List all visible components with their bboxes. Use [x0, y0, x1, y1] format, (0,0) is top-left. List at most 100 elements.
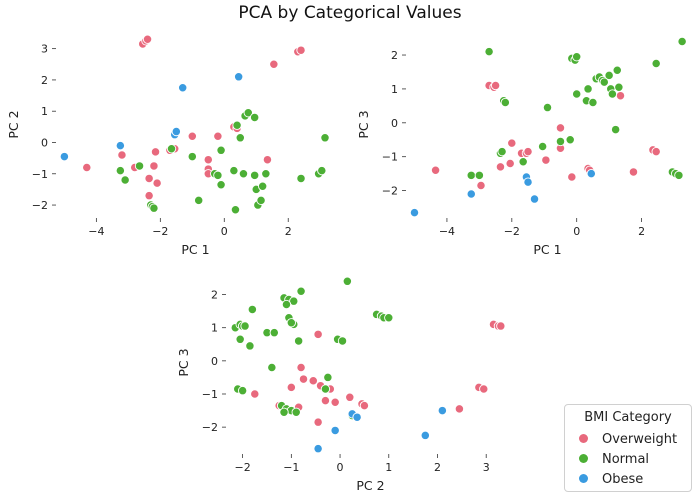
- x-tick-label: −4: [439, 225, 455, 238]
- data-point: [466, 189, 476, 199]
- data-point: [267, 362, 277, 373]
- data-point: [555, 123, 566, 133]
- data-point: [281, 299, 292, 310]
- data-point: [149, 203, 159, 213]
- data-point: [437, 405, 448, 416]
- x-tick-label: 2: [434, 461, 441, 474]
- data-point: [529, 194, 540, 204]
- data-point: [320, 384, 331, 394]
- data-point: [296, 173, 306, 184]
- data-point: [651, 146, 661, 157]
- y-tick-label: 1: [391, 83, 398, 96]
- legend-title: BMI Category: [584, 410, 672, 425]
- data-point: [323, 372, 333, 383]
- data-point: [677, 36, 687, 47]
- data-point: [258, 181, 268, 191]
- data-point: [565, 135, 575, 145]
- data-point: [120, 175, 130, 185]
- data-point: [352, 412, 362, 422]
- data-point: [308, 376, 318, 386]
- legend-marker-normal: [579, 454, 588, 463]
- x-tick-label: 0: [337, 461, 344, 474]
- data-point: [599, 77, 609, 87]
- data-point: [232, 120, 242, 130]
- x-tick-label: −4: [88, 225, 104, 238]
- y-tick-label: 2: [211, 289, 218, 302]
- panel-1: −4 −2 0 2 −2 −1 0 1 2 3 PC 1 PC 2: [6, 34, 330, 257]
- y-tick-label: 3: [41, 43, 48, 56]
- data-point: [313, 444, 323, 454]
- x-tick-label: −1: [283, 461, 299, 474]
- data-point: [454, 404, 465, 414]
- data-point: [262, 155, 273, 165]
- data-point: [359, 400, 370, 411]
- data-point: [296, 286, 306, 296]
- data-point: [213, 131, 223, 141]
- data-point: [496, 321, 506, 331]
- data-point: [178, 83, 188, 93]
- data-point: [628, 167, 639, 177]
- data-point: [479, 384, 489, 394]
- data-point: [420, 430, 430, 441]
- data-point: [238, 169, 249, 179]
- x-axis-label: PC 2: [356, 478, 384, 493]
- series-obese: [59, 72, 244, 162]
- data-point: [286, 382, 296, 393]
- data-point: [476, 180, 486, 191]
- y-tick-label: −2: [32, 199, 48, 212]
- data-point: [166, 144, 177, 154]
- data-point: [286, 318, 296, 328]
- data-point: [523, 177, 533, 187]
- data-point: [313, 417, 323, 427]
- data-point: [187, 131, 197, 141]
- data-point: [293, 336, 304, 346]
- x-tick-label: −2: [504, 225, 520, 238]
- x-axis-label: PC 1: [533, 242, 561, 257]
- data-point: [216, 180, 226, 190]
- data-point: [342, 276, 353, 286]
- y-tick-label: −1: [382, 151, 398, 164]
- data-point: [567, 172, 577, 182]
- data-point: [171, 126, 181, 137]
- y-tick-label: −2: [382, 185, 398, 198]
- data-point: [250, 389, 260, 399]
- data-point: [337, 336, 348, 346]
- data-point: [291, 407, 301, 417]
- y-tick-label: 2: [41, 74, 48, 87]
- data-point: [261, 169, 271, 179]
- data-point: [240, 321, 250, 331]
- data-point: [279, 407, 289, 417]
- series-obese: [313, 405, 448, 454]
- data-point: [614, 82, 624, 92]
- data-point: [313, 329, 323, 339]
- data-point: [555, 136, 566, 147]
- y-tick-label: −2: [202, 421, 218, 434]
- data-point: [115, 165, 126, 176]
- data-point: [330, 425, 340, 436]
- data-point: [115, 140, 126, 151]
- legend: BMI Category Overweight Normal Obese: [564, 404, 692, 492]
- data-point: [345, 392, 355, 402]
- legend-label-normal: Normal: [602, 452, 650, 467]
- data-point: [213, 170, 223, 180]
- y-tick-label: −1: [32, 168, 48, 181]
- data-point: [216, 145, 226, 155]
- data-point: [490, 80, 501, 91]
- data-point: [572, 52, 582, 62]
- legend-label-overweight: Overweight: [602, 432, 678, 447]
- data-point: [607, 89, 618, 99]
- data-point: [250, 170, 260, 180]
- legend-item-overweight: Overweight: [579, 431, 677, 449]
- data-point: [523, 146, 533, 157]
- legend-marker-overweight: [579, 434, 588, 443]
- data-point: [495, 162, 506, 172]
- data-point: [203, 155, 213, 165]
- data-point: [144, 191, 154, 201]
- y-axis-label: PC 2: [6, 110, 21, 138]
- data-point: [229, 165, 239, 176]
- x-tick-label: 0: [573, 225, 580, 238]
- x-tick-label: −2: [235, 461, 251, 474]
- data-point: [586, 168, 596, 179]
- data-point: [152, 178, 162, 188]
